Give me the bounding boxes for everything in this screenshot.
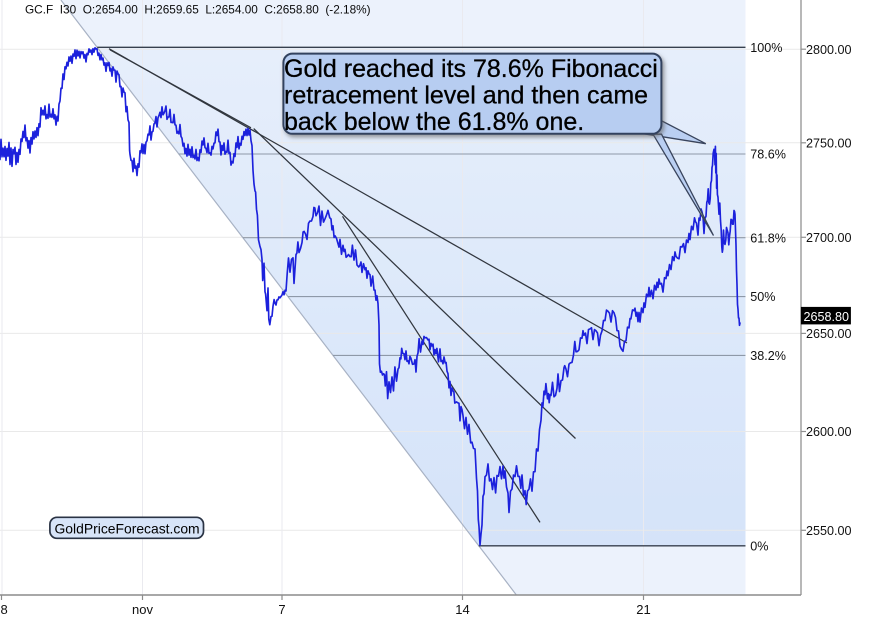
svg-text:2550.00: 2550.00 [806, 524, 852, 538]
svg-text:21: 21 [636, 602, 650, 617]
svg-text:GC.F I30 O:2654.00 H:2659.6: GC.F I30 O:2654.00 H:2659.65 L:2654.00 C… [25, 3, 371, 17]
svg-text:2650.00: 2650.00 [806, 327, 852, 341]
svg-text:61.8%: 61.8% [750, 231, 786, 245]
svg-text:GoldPriceForecast.com: GoldPriceForecast.com [55, 521, 200, 537]
svg-text:2600.00: 2600.00 [806, 425, 852, 439]
svg-text:2800.00: 2800.00 [806, 43, 852, 57]
svg-text:28: 28 [0, 602, 8, 617]
svg-text:2700.00: 2700.00 [806, 231, 852, 245]
svg-text:78.6%: 78.6% [750, 148, 786, 162]
svg-text:nov: nov [132, 602, 153, 617]
svg-text:back below the 61.8% one.: back below the 61.8% one. [284, 108, 584, 136]
svg-text:50%: 50% [750, 290, 775, 304]
svg-text:7: 7 [278, 602, 285, 617]
svg-text:100%: 100% [750, 41, 782, 55]
svg-text:38.2%: 38.2% [750, 349, 786, 363]
svg-text:2750.00: 2750.00 [806, 136, 852, 150]
svg-text:0%: 0% [750, 539, 768, 553]
svg-text:retracement level and then cam: retracement level and then came [284, 82, 648, 110]
svg-text:2658.80: 2658.80 [804, 310, 850, 324]
svg-text:Gold reached its 78.6% Fibonac: Gold reached its 78.6% Fibonacci [284, 55, 658, 83]
svg-text:14: 14 [455, 602, 469, 617]
